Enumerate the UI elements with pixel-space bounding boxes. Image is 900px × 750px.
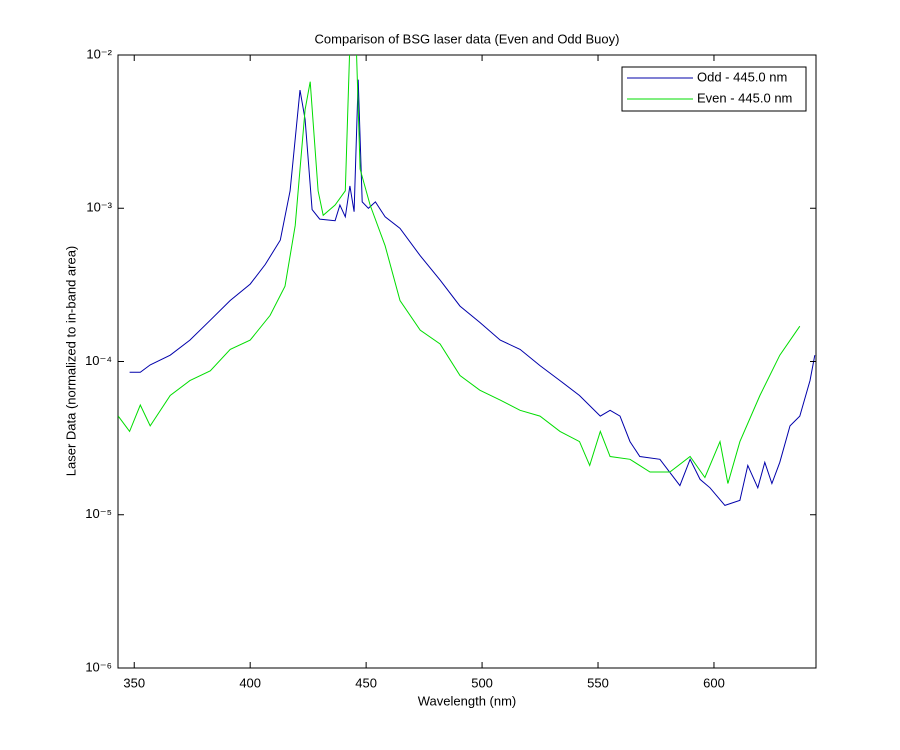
legend-label: Even - 445.0 nm (697, 90, 792, 105)
x-tick-label: 450 (355, 675, 377, 690)
legend-label: Odd - 445.0 nm (697, 69, 787, 84)
y-tick-label: 10⁻² (86, 46, 112, 61)
plot-area (117, 54, 817, 669)
x-tick-label: 550 (587, 675, 609, 690)
y-axis-label: Laser Data (normalized to in-band area) (63, 246, 78, 477)
x-tick-label: 500 (471, 675, 493, 690)
legend-box (621, 66, 807, 112)
y-tick-label: 10⁻³ (86, 200, 112, 215)
lines (118, 55, 816, 506)
x-tick-label: 400 (239, 675, 261, 690)
series-line (118, 55, 801, 484)
x-axis-label: Wavelength (nm) (418, 693, 517, 708)
y-tick-label: 10⁻⁴ (85, 353, 112, 368)
y-tick-label: 10⁻⁶ (85, 659, 112, 674)
x-tick-label: 600 (703, 675, 725, 690)
x-tick-label: 350 (123, 675, 145, 690)
chart-title: Comparison of BSG laser data (Even and O… (315, 31, 620, 46)
series-line (129, 79, 816, 506)
y-tick-label: 10⁻⁵ (85, 506, 112, 521)
